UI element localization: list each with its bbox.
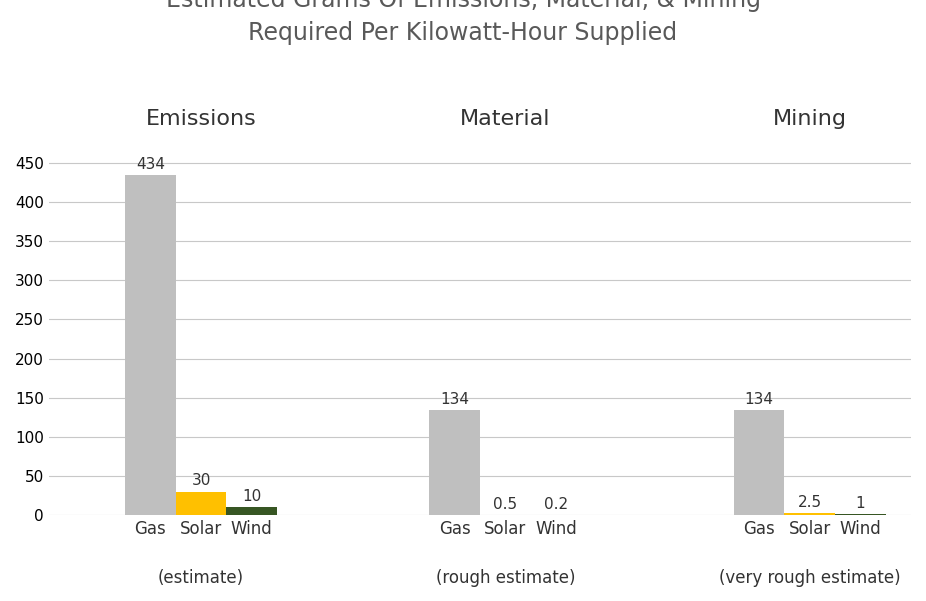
Bar	[430, 410, 480, 515]
Text: 0.2: 0.2	[544, 497, 568, 512]
Text: 1: 1	[856, 496, 865, 511]
Bar	[784, 513, 835, 515]
Text: 30: 30	[192, 474, 211, 489]
Bar	[176, 492, 226, 515]
Text: 434: 434	[136, 157, 165, 172]
Text: (estimate): (estimate)	[158, 569, 244, 587]
Text: 134: 134	[440, 392, 469, 407]
Text: 10: 10	[242, 489, 261, 504]
Text: 134: 134	[745, 392, 773, 407]
Bar	[226, 507, 277, 515]
Text: (very rough estimate): (very rough estimate)	[719, 569, 900, 587]
Text: Estimated Grams Of Emissions, Material, & Mining
Required Per Kilowatt-Hour Supp: Estimated Grams Of Emissions, Material, …	[166, 0, 760, 45]
Text: 0.5: 0.5	[494, 496, 518, 511]
Text: 2.5: 2.5	[797, 495, 821, 510]
Text: Material: Material	[460, 109, 551, 129]
Bar	[733, 410, 784, 515]
Text: Mining: Mining	[772, 109, 846, 129]
Text: (rough estimate): (rough estimate)	[435, 569, 575, 587]
Bar	[835, 514, 885, 515]
Text: Emissions: Emissions	[145, 109, 257, 129]
Bar	[125, 175, 176, 515]
